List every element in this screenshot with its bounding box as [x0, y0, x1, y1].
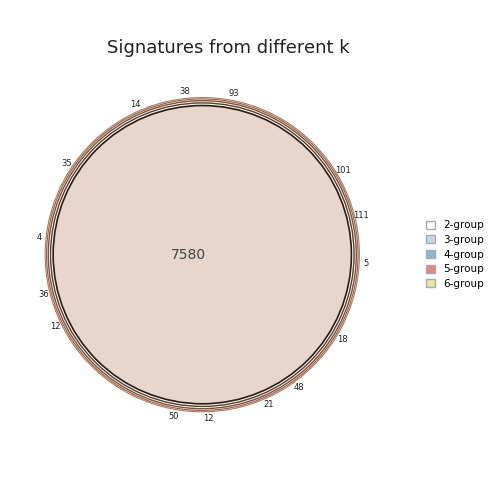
Legend: 2-group, 3-group, 4-group, 5-group, 6-group: 2-group, 3-group, 4-group, 5-group, 6-gr… [423, 217, 487, 292]
Text: 7580: 7580 [171, 247, 206, 262]
Text: 5: 5 [363, 259, 368, 268]
Text: 14: 14 [131, 100, 141, 109]
Text: 36: 36 [38, 290, 49, 299]
Text: 48: 48 [293, 383, 304, 392]
Text: 12: 12 [203, 414, 213, 423]
Text: 101: 101 [335, 166, 351, 175]
Text: 50: 50 [168, 412, 179, 420]
Text: 93: 93 [228, 89, 239, 98]
Circle shape [53, 105, 352, 404]
Text: 21: 21 [264, 400, 274, 409]
Title: Signatures from different k: Signatures from different k [107, 39, 350, 57]
Text: 12: 12 [50, 322, 60, 331]
Text: 35: 35 [61, 159, 72, 167]
Text: 18: 18 [338, 335, 348, 344]
Text: 38: 38 [180, 87, 191, 96]
Text: 111: 111 [353, 211, 369, 220]
Text: 4: 4 [37, 233, 42, 242]
